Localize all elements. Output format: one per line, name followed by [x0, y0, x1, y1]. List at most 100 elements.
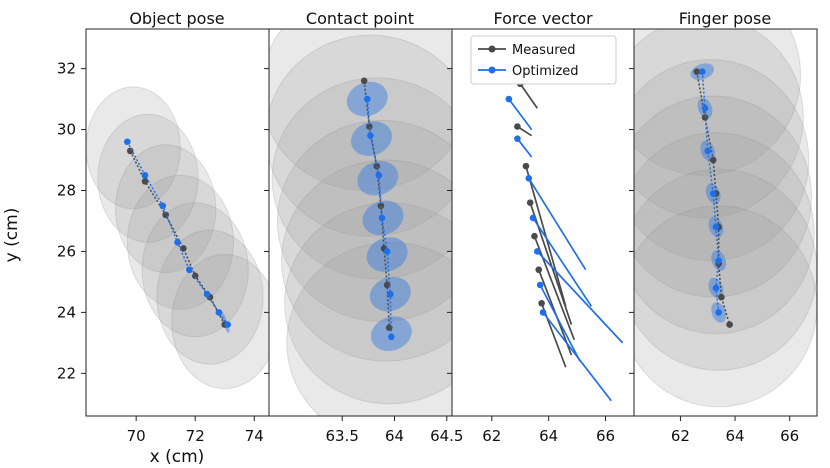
- optimized-force-vector: [536, 250, 624, 344]
- uncertainty-ellipse-gray: [281, 159, 452, 362]
- x-axis-label: x (cm): [150, 447, 205, 467]
- measured-force-vector: [519, 83, 539, 109]
- optimized-point: [539, 309, 547, 316]
- measured-point: [141, 178, 149, 185]
- y-tick-label: 24: [57, 303, 76, 321]
- measured-point: [726, 321, 733, 328]
- uncertainty-ellipse-gray: [634, 132, 815, 335]
- y-tick-label: 28: [57, 182, 76, 200]
- x-tick-label: 64: [726, 427, 745, 445]
- measured-point: [531, 232, 538, 240]
- optimized-point: [712, 284, 720, 292]
- measured-point: [538, 299, 545, 307]
- panel-title: Finger pose: [679, 9, 771, 28]
- measured-point: [709, 156, 717, 164]
- uncertainty-ellipse-gray: [141, 202, 249, 338]
- panel-plot-area: [269, 29, 452, 416]
- x-tick-label: 63.5: [325, 427, 358, 445]
- x-tick-label: 62: [671, 427, 690, 445]
- uncertainty-ellipse-gray: [171, 254, 269, 390]
- legend-optimized-marker: [488, 66, 496, 74]
- optimized-point: [701, 104, 709, 112]
- legend-measured-label: Measured: [512, 43, 576, 58]
- panel-title: Object pose: [129, 9, 224, 28]
- optimized-point: [715, 309, 722, 316]
- optimized-point: [514, 135, 521, 143]
- optimized-point: [141, 171, 149, 179]
- optimized-point: [367, 132, 374, 139]
- optimized-point: [534, 248, 541, 255]
- panel-title: Force vector: [493, 9, 593, 28]
- optimized-point: [124, 138, 131, 146]
- uncertainty-ellipse-gray: [634, 29, 804, 219]
- optimized-trajectory: [701, 71, 720, 313]
- uncertainty-ellipse-gray: [86, 86, 181, 210]
- x-tick-label: 64.5: [430, 427, 463, 445]
- panel-title: Contact point: [306, 9, 414, 28]
- optimized-point: [174, 239, 181, 246]
- measured-point: [360, 77, 368, 85]
- measured-point: [535, 266, 543, 274]
- x-tick-label: 64: [539, 427, 558, 445]
- measured-point: [180, 245, 187, 252]
- optimized-point: [505, 95, 513, 103]
- y-axis-label: y (cm): [2, 208, 22, 263]
- x-tick-label: 64: [385, 427, 404, 445]
- optimized-point: [378, 214, 386, 222]
- y-tick-label: 32: [57, 60, 76, 78]
- optimized-point: [388, 333, 395, 341]
- optimized-force-vector: [508, 98, 533, 131]
- optimized-point: [709, 190, 717, 197]
- legend-box: [470, 35, 617, 85]
- optimized-point: [698, 68, 706, 75]
- optimized-point: [712, 223, 720, 231]
- optimized-point: [387, 290, 394, 298]
- optimized-point: [536, 281, 544, 289]
- optimized-point: [704, 147, 712, 155]
- optimized-point: [383, 248, 391, 255]
- panel-frame: [633, 28, 818, 417]
- optimized-point: [186, 266, 193, 274]
- uncertainty-ellipse-gray: [97, 113, 199, 243]
- optimized-point: [525, 175, 533, 182]
- measured-point: [514, 123, 521, 130]
- optimized-point: [159, 202, 167, 210]
- optimized-force-vector: [528, 177, 587, 271]
- legend-measured-marker: [488, 45, 496, 53]
- measured-point: [366, 123, 373, 130]
- optimized-point: [715, 257, 722, 264]
- y-tick-label: 26: [57, 242, 76, 260]
- measured-point: [693, 68, 701, 75]
- optimized-point: [215, 309, 223, 316]
- optimized-point: [529, 214, 537, 222]
- panel-frame: [451, 28, 635, 417]
- optimized-point: [363, 95, 371, 103]
- optimized-force-vector: [539, 284, 581, 362]
- measured-point: [522, 162, 530, 170]
- optimized-point: [224, 321, 231, 328]
- optimized-force-vector: [542, 311, 612, 402]
- measured-point: [718, 293, 725, 301]
- x-tick-label: 70: [127, 427, 146, 445]
- legend-optimized-label: Optimized: [512, 64, 579, 79]
- panel-plot-area: [86, 86, 269, 390]
- y-tick-label: 30: [57, 121, 76, 139]
- x-tick-label: 62: [482, 427, 501, 445]
- uncertainty-ellipse-gray: [634, 95, 813, 298]
- optimized-point: [375, 171, 383, 179]
- optimized-force-vector: [516, 138, 533, 158]
- uncertainty-ellipse-gray: [634, 29, 802, 176]
- x-tick-label: 66: [780, 427, 799, 445]
- measured-force-vector: [533, 235, 576, 341]
- panel-plot-area: [634, 29, 817, 408]
- x-tick-label: 66: [596, 427, 615, 445]
- measured-point: [373, 162, 381, 170]
- measured-point: [377, 202, 385, 210]
- measured-point: [191, 272, 199, 280]
- y-tick-label: 22: [57, 364, 76, 382]
- legend: Measured Optimized: [470, 35, 617, 85]
- x-tick-label: 72: [186, 427, 205, 445]
- x-tick-label: 74: [245, 427, 264, 445]
- panel-plot-area: [505, 80, 624, 402]
